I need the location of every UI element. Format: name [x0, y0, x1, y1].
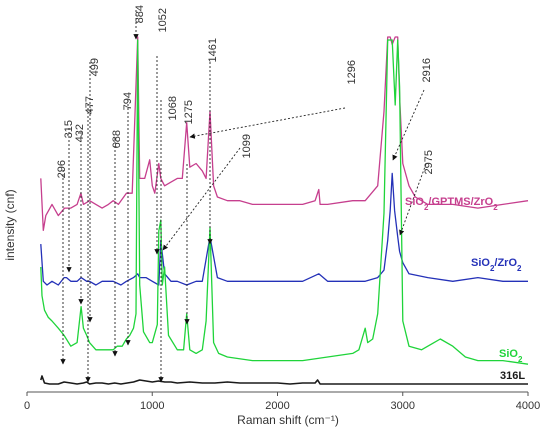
- peak-label-1275: 1275: [183, 100, 195, 124]
- peak-label-1296: 1296: [346, 60, 358, 84]
- x-tick-label: 3000: [391, 400, 415, 412]
- peak-arrow-2975: [399, 163, 427, 236]
- peak-arrow-1099: [162, 147, 241, 251]
- x-tick-label: 1000: [140, 400, 164, 412]
- annotation-layer: 296 315 432 477 499 688 794 884 1052 1068 1275 1461…: [56, 5, 435, 383]
- peak-label-1068: 1068: [167, 96, 179, 120]
- series-label-316l: 316L: [500, 370, 525, 382]
- peak-label-884: 884: [134, 5, 146, 23]
- peak-label-2916: 2916: [421, 58, 433, 82]
- series-line-1: [40, 172, 528, 286]
- peak-arrow-1296: [189, 107, 346, 139]
- peak-label-499: 499: [89, 58, 101, 76]
- x-tick-label: 0: [24, 400, 30, 412]
- series-line-0: [40, 36, 529, 232]
- series-line-2: [40, 39, 529, 365]
- series-label-sio2-gptms-zro2: SiO2/GPTMS/ZrO2: [405, 196, 498, 212]
- peak-label-315: 315: [63, 120, 75, 138]
- series-label-sio2: SiO2: [499, 348, 523, 364]
- y-axis-title: intensity (cnf): [3, 189, 17, 260]
- peak-arrow-2916: [392, 89, 425, 161]
- peak-label-794: 794: [122, 92, 134, 110]
- peak-label-477: 477: [84, 96, 96, 114]
- series-layer: [40, 36, 529, 385]
- peak-label-432: 432: [74, 124, 86, 142]
- peak-label-688: 688: [111, 130, 123, 148]
- peak-label-1461: 1461: [207, 38, 219, 62]
- series-label-sio2-zro2: SiO2/ZrO2: [471, 257, 522, 273]
- peak-label-2975: 2975: [423, 150, 435, 174]
- peak-label-1052: 1052: [157, 8, 169, 32]
- x-tick-label: 2000: [265, 400, 289, 412]
- x-tick-label: 4000: [516, 400, 540, 412]
- peak-label-1099: 1099: [241, 134, 253, 158]
- series-line-3: [40, 375, 528, 385]
- x-axis-title: Raman shift (cm⁻¹): [237, 413, 339, 427]
- peak-label-296: 296: [56, 160, 68, 178]
- x-tick-layer: 0 1000 2000 3000 4000: [24, 392, 540, 412]
